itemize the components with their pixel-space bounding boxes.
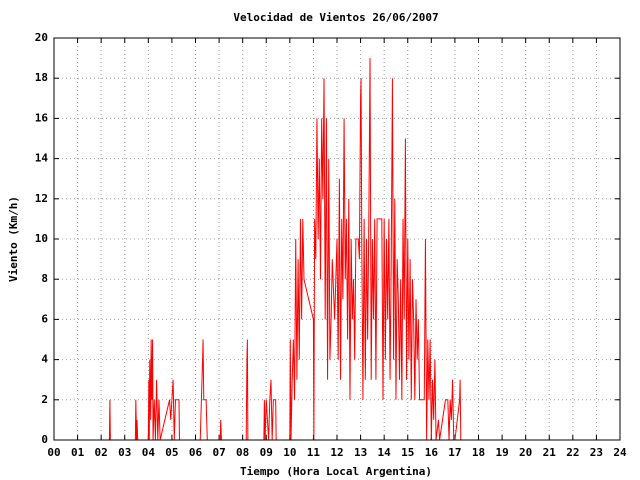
y-tick-label: 18 <box>35 71 48 84</box>
y-tick-label: 6 <box>41 312 48 325</box>
x-tick-label: 07 <box>212 446 225 459</box>
x-tick-label: 05 <box>165 446 178 459</box>
y-tick-label: 2 <box>41 393 48 406</box>
x-tick-label: 10 <box>283 446 296 459</box>
x-tick-label: 24 <box>613 446 627 459</box>
x-tick-label: 06 <box>189 446 203 459</box>
x-tick-label: 19 <box>495 446 508 459</box>
chart-title: Velocidad de Vientos 26/06/2007 <box>233 11 438 24</box>
x-tick-label: 02 <box>95 446 108 459</box>
y-tick-label: 20 <box>35 31 48 44</box>
y-axis-label: Viento (Km/h) <box>7 196 20 282</box>
x-tick-label: 13 <box>354 446 367 459</box>
x-tick-label: 15 <box>401 446 414 459</box>
x-tick-label: 17 <box>448 446 461 459</box>
y-tick-label: 0 <box>41 433 48 446</box>
x-tick-label: 20 <box>519 446 532 459</box>
x-tick-label: 00 <box>47 446 60 459</box>
y-tick-label: 8 <box>41 272 48 285</box>
y-tick-label: 4 <box>41 353 48 366</box>
x-tick-label: 04 <box>142 446 156 459</box>
plot-border <box>53 37 621 441</box>
x-tick-label: 22 <box>566 446 579 459</box>
x-tick-label: 08 <box>236 446 249 459</box>
x-tick-label: 16 <box>425 446 439 459</box>
x-axis-label: Tiempo (Hora Local Argentina) <box>240 465 432 478</box>
x-tick-label: 09 <box>260 446 273 459</box>
y-tick-label: 10 <box>35 232 48 245</box>
x-tick-label: 03 <box>118 446 131 459</box>
x-tick-label: 18 <box>472 446 485 459</box>
x-tick-label: 14 <box>378 446 392 459</box>
y-tick-label: 16 <box>35 111 49 124</box>
x-tick-label: 23 <box>590 446 603 459</box>
y-tick-label: 12 <box>35 192 48 205</box>
x-tick-label: 11 <box>307 446 321 459</box>
x-tick-label: 12 <box>330 446 343 459</box>
x-tick-label: 21 <box>543 446 557 459</box>
y-tick-label: 14 <box>35 152 49 165</box>
x-tick-label: 01 <box>71 446 85 459</box>
